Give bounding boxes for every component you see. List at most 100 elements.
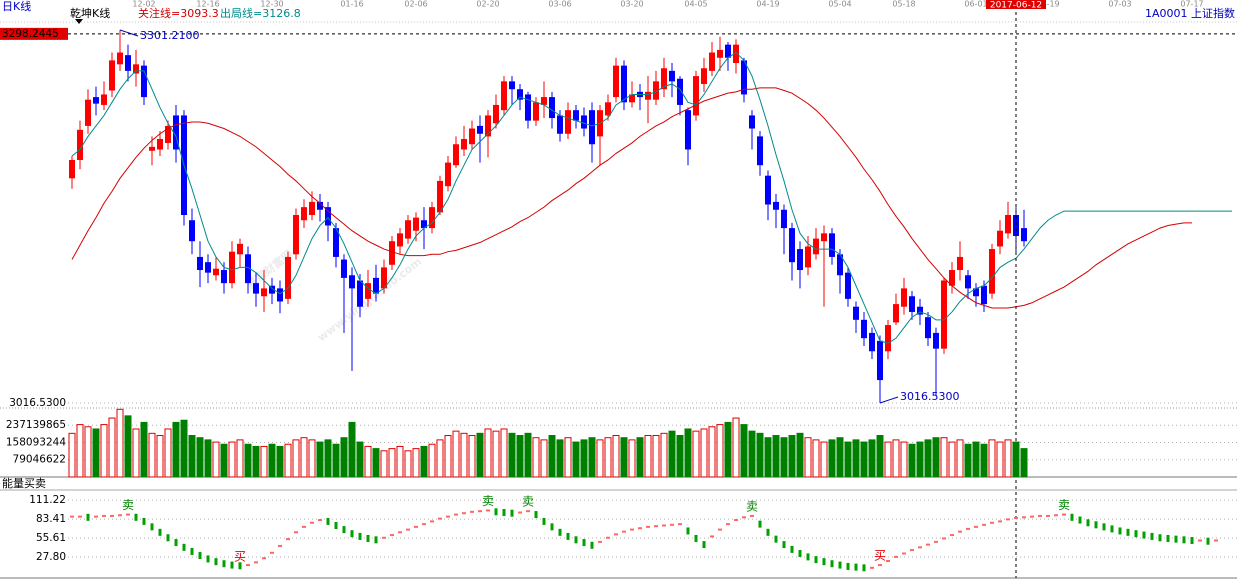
volume-bar	[556, 439, 564, 478]
volume-bar	[324, 439, 332, 478]
energy-dot	[854, 563, 858, 571]
energy-dot	[422, 523, 426, 526]
energy-dot	[870, 566, 874, 569]
energy-dot	[814, 556, 818, 564]
volume-bar	[796, 432, 804, 478]
energy-dot	[918, 546, 922, 549]
volume-bar	[268, 443, 276, 478]
energy-dot	[830, 560, 834, 568]
x-tick-label: 07-03	[1108, 0, 1131, 9]
volume-bar	[956, 439, 964, 478]
volume-bar	[932, 437, 940, 478]
volume-bar	[572, 441, 580, 478]
candle-body	[69, 159, 75, 179]
energy-dot	[78, 515, 82, 518]
volume-bar	[68, 432, 76, 478]
energy-dot	[134, 513, 138, 521]
candle-body	[629, 94, 635, 103]
signal-label: 卖	[482, 494, 494, 508]
volume-bar	[644, 435, 652, 478]
candle-body	[117, 52, 123, 65]
energy-dot	[998, 520, 1002, 523]
dropdown-arrow[interactable]	[75, 19, 83, 24]
symbol-label: 1A0001 上证指数	[1145, 6, 1235, 20]
volume-bar	[316, 441, 324, 478]
candle-body	[973, 288, 979, 297]
candle-body	[541, 97, 547, 105]
energy-dot	[214, 558, 218, 566]
candle-body	[133, 64, 139, 74]
candle-body	[949, 270, 955, 286]
energy-dot	[230, 561, 234, 569]
candle-body	[749, 115, 755, 129]
indicator-selector[interactable]: 乾坤K线	[70, 6, 110, 20]
energy-dot	[350, 530, 354, 538]
energy-dot	[150, 523, 154, 531]
volume-bar	[988, 439, 996, 478]
energy-dot	[278, 544, 282, 547]
candle-body	[733, 44, 739, 64]
candle-body	[365, 283, 371, 299]
candle-body	[941, 280, 947, 349]
energy-dot	[190, 547, 194, 555]
energy-dot	[582, 539, 586, 547]
energy-dot	[310, 521, 314, 524]
volume-bar	[196, 437, 204, 478]
volume-bar	[532, 437, 540, 478]
x-tick-label: 06-01	[964, 0, 987, 9]
volume-bar	[860, 441, 868, 478]
volume-bar	[836, 437, 844, 478]
energy-dot	[1086, 519, 1090, 527]
candle-body	[797, 249, 803, 271]
volume-bar	[620, 437, 628, 478]
energy-dot	[1142, 531, 1146, 539]
volume-bar	[396, 445, 404, 478]
candle-body	[573, 110, 579, 121]
volume-bar	[132, 428, 140, 478]
volume-bar	[540, 439, 548, 478]
candle-body	[413, 217, 419, 231]
candle-body	[157, 139, 163, 150]
candle-body	[517, 89, 523, 100]
energy-dot	[1126, 528, 1130, 536]
volume-bar	[812, 439, 820, 478]
volume-bar	[980, 443, 988, 478]
energy-dot	[926, 543, 930, 546]
energy-dot	[142, 517, 146, 525]
volume-bar	[420, 445, 428, 478]
energy-dot	[742, 516, 746, 519]
candle-body	[565, 110, 571, 134]
volume-bar	[740, 424, 748, 478]
volume-bar	[100, 424, 108, 478]
y-tick-label: 83.41	[36, 513, 66, 525]
volume-bar	[428, 443, 436, 478]
energy-dot	[942, 537, 946, 540]
candle-body	[805, 246, 811, 268]
energy-dot	[462, 512, 466, 515]
volume-bar	[628, 439, 636, 478]
volume-bar	[748, 430, 756, 478]
energy-dot	[894, 555, 898, 558]
volume-bar	[756, 432, 764, 478]
volume-bar	[876, 435, 884, 478]
candle-body	[317, 201, 323, 210]
candle-body	[909, 296, 915, 312]
energy-dot	[206, 555, 210, 563]
energy-dot	[366, 534, 370, 542]
energy-dot	[974, 525, 978, 528]
volume-bar	[436, 439, 444, 478]
energy-dot	[118, 514, 122, 517]
energy-dot	[774, 535, 778, 543]
y-tick-label: 111.22	[29, 494, 66, 506]
signal-label: 卖	[1058, 498, 1070, 512]
energy-dot	[1190, 537, 1194, 545]
energy-dot	[558, 528, 562, 536]
energy-dot	[1166, 534, 1170, 542]
energy-dot	[326, 517, 330, 525]
energy-dot	[318, 519, 322, 522]
candle-body	[445, 162, 451, 187]
volume-bar	[596, 439, 604, 478]
energy-dot	[750, 514, 754, 517]
volume-bar	[364, 445, 372, 478]
y-tick-label: 79046622	[13, 454, 66, 466]
